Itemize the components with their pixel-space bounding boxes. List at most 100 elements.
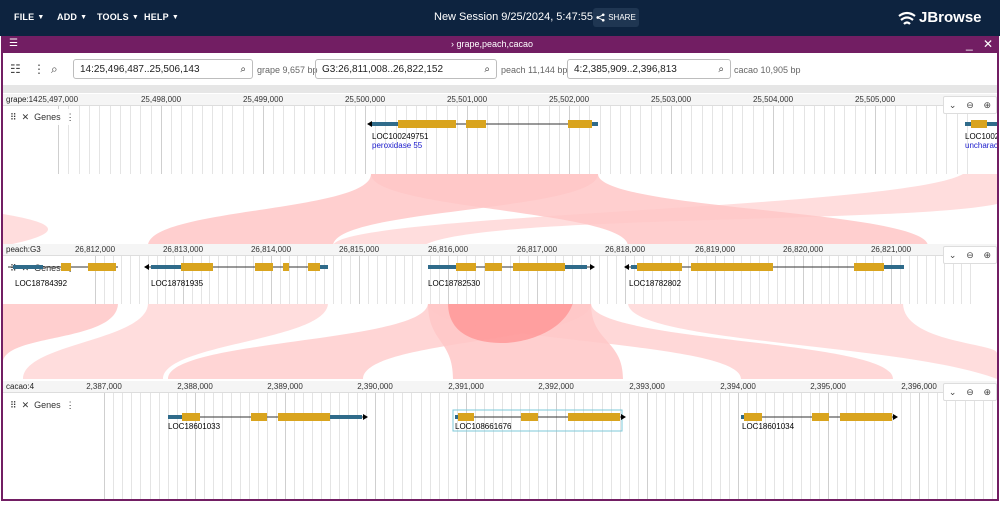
minor-grid-line [966,106,968,174]
search-icon[interactable]: ⌕ [718,64,724,75]
minor-grid-line [656,393,658,499]
minor-grid-line [946,393,948,499]
minor-grid-line [847,256,848,304]
minor-grid-line [213,393,214,499]
gene-name[interactable]: LOC18784392 [15,279,68,288]
close-icon[interactable]: ✕ [21,399,30,410]
minor-grid-line [341,256,343,304]
zoom-out-icon[interactable]: ⊖ [966,386,974,397]
minor-grid-line [484,393,485,499]
minor-grid-line [191,256,193,304]
gene-name[interactable]: LOC18601033 [168,422,221,431]
zoom-out-icon[interactable]: ⊖ [966,99,974,110]
tick-label: 26,820,000 [782,245,824,254]
gene-utr [884,265,904,269]
session-title[interactable]: New Session 9/25/2024, 5:47:55 PM [434,11,613,23]
minor-grid-line [756,393,757,499]
drag-handle-icon[interactable]: ⠿ [10,399,17,410]
minor-grid-line [510,256,512,304]
tick-label: 25,499,000 [242,95,284,104]
search-icon[interactable]: ⌕ [484,64,490,75]
chevron-down-icon[interactable]: ⌄ [948,386,957,397]
gene-cds [278,413,330,421]
minor-grid-line [691,106,693,174]
tick-label: 2,396,000 [901,382,937,391]
zoom-in-icon[interactable]: ⊕ [983,386,992,397]
minor-grid-line [375,106,377,174]
zoom-in-icon[interactable]: ⊕ [983,99,992,110]
cacao-location-input[interactable]: 4:2,385,909..2,396,813 ⌕ [567,59,731,79]
add-menu[interactable]: ADD ▼ [57,12,87,22]
gene-name[interactable]: LOC18782802 [629,279,682,288]
minor-grid-line [854,106,856,174]
minor-grid-line [258,393,259,499]
minor-grid-line [113,393,115,499]
track-name: Genes [34,263,61,273]
minor-grid-line [262,256,264,304]
tick-label: 2,388,000 [177,382,213,391]
minor-grid-line [813,106,815,174]
search-icon[interactable]: ⌕ [240,64,246,75]
minor-grid-line [665,393,667,499]
more-vert-icon[interactable]: ⋮ [65,399,75,410]
zoom-in-icon[interactable]: ⊕ [983,249,992,260]
grid-line [183,256,184,304]
minor-grid-line [139,256,140,304]
gene-name[interactable]: LOC18601034 [742,422,795,431]
grape-assembly-label: grape:14 [6,95,38,104]
minor-grid-line [765,393,766,499]
minor-grid-line [354,106,356,174]
gene-cds [568,120,592,128]
grid-line [803,256,804,304]
peach-location-input[interactable]: G3:26,811,008..26,822,152 ⌕ [315,59,497,79]
minor-grid-line [728,393,730,499]
chevron-down-icon[interactable]: ⌄ [948,249,957,260]
drag-handle-icon[interactable]: ⠿ [10,111,17,122]
minor-grid-line [279,256,281,304]
zoom-out-icon[interactable]: ⊖ [966,249,974,260]
minor-grid-line [367,256,369,304]
minor-grid-line [973,393,975,499]
gene-cds [255,263,273,271]
close-icon[interactable]: ✕ [21,111,30,122]
strand-arrow [367,121,372,127]
help-menu[interactable]: HELP ▼ [144,12,179,22]
close-icon[interactable]: ✕ [983,37,994,51]
minor-grid-line [732,106,734,174]
view-menu-icon[interactable]: ☰ [9,38,18,49]
file-menu[interactable]: FILE ▼ [14,12,44,22]
gene-name[interactable]: LOC18782530 [428,279,481,288]
gene-cds [485,263,502,271]
gene-name[interactable]: LOC1002 [965,132,997,141]
minor-grid-line [456,393,458,499]
minor-grid-line [218,256,220,304]
chevron-down-icon: ▼ [37,13,45,21]
gene-name[interactable]: LOC100249751 [372,132,429,141]
tick-label: 25,504,000 [752,95,794,104]
minor-grid-line [616,256,618,304]
cacao-genes-track-label[interactable]: ⠿ ✕ Genes ⋮ [7,397,78,413]
search-icon[interactable]: ⌕ [51,62,58,76]
tick-label: 25,503,000 [650,95,692,104]
minor-grid-line [158,393,160,499]
share-button[interactable]: SHARE [593,8,639,27]
view-title[interactable]: › grape,peach,cacao [451,39,534,49]
minimize-icon[interactable]: _ [966,37,973,51]
gene-cds [812,413,829,421]
minor-grid-line [376,256,378,304]
chevron-down-icon[interactable]: ⌄ [948,99,957,110]
tick-label: 2,389,000 [267,382,303,391]
minor-grid-line [688,256,689,304]
gene-cds [398,120,456,128]
gene-name[interactable]: LOC108661676 [455,422,512,431]
peach-assembly-label: peach:G3 [6,245,41,254]
grape-genes-track-label[interactable]: ⠿ ✕ Genes ⋮ [7,109,78,125]
grape-location-input[interactable]: 14:25,496,487..25,506,143 ⌕ [73,59,253,79]
track-selector-icon[interactable]: ☷ [10,62,21,76]
minor-grid-line [991,393,993,499]
more-vert-icon[interactable]: ⋮ [33,62,45,76]
jbrowse-logo-icon [898,11,916,25]
gene-name[interactable]: LOC18781935 [151,279,204,288]
more-vert-icon[interactable]: ⋮ [65,111,75,122]
tools-menu[interactable]: TOOLS ▼ [97,12,139,22]
